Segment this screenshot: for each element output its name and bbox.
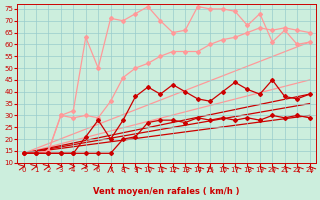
X-axis label: Vent moyen/en rafales ( km/h ): Vent moyen/en rafales ( km/h ) (93, 187, 240, 196)
